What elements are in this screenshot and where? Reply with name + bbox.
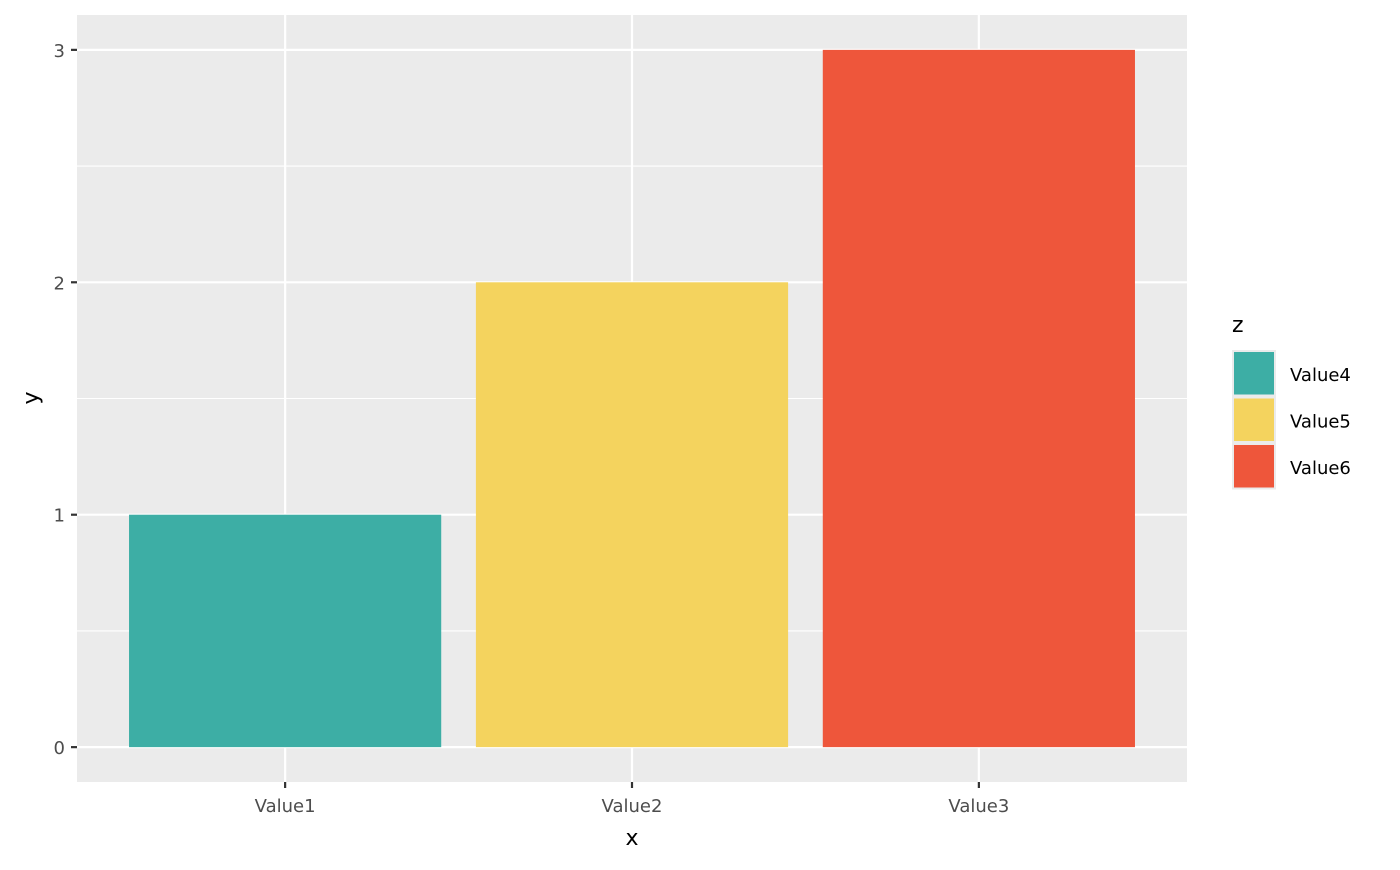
x-tick-label: Value1 bbox=[255, 796, 316, 817]
legend-swatch-value4 bbox=[1234, 352, 1274, 395]
y-tick-label: 3 bbox=[54, 41, 65, 62]
y-tick-label: 1 bbox=[54, 506, 65, 527]
legend-label: Value6 bbox=[1290, 458, 1351, 479]
legend-label: Value5 bbox=[1290, 412, 1351, 433]
x-axis-title: x bbox=[625, 826, 638, 851]
legend-label: Value4 bbox=[1290, 365, 1351, 386]
axes: 0 1 2 3 Value1 Value2 Value3 bbox=[54, 41, 1010, 817]
bar-value1 bbox=[129, 514, 442, 748]
legend-swatch-value6 bbox=[1234, 445, 1274, 488]
bars bbox=[129, 49, 1135, 748]
y-axis-title: y bbox=[19, 391, 44, 404]
bar-value2 bbox=[475, 282, 789, 748]
y-tick-label: 0 bbox=[54, 738, 65, 759]
x-tick-label: Value2 bbox=[602, 796, 663, 817]
legend-swatch-value5 bbox=[1234, 398, 1274, 441]
legend-title: z bbox=[1232, 313, 1244, 338]
legend: z Value4 Value5 Value6 bbox=[1232, 313, 1351, 490]
bar-value3 bbox=[822, 49, 1135, 748]
y-tick-label: 2 bbox=[54, 273, 65, 294]
x-tick-label: Value3 bbox=[948, 796, 1009, 817]
